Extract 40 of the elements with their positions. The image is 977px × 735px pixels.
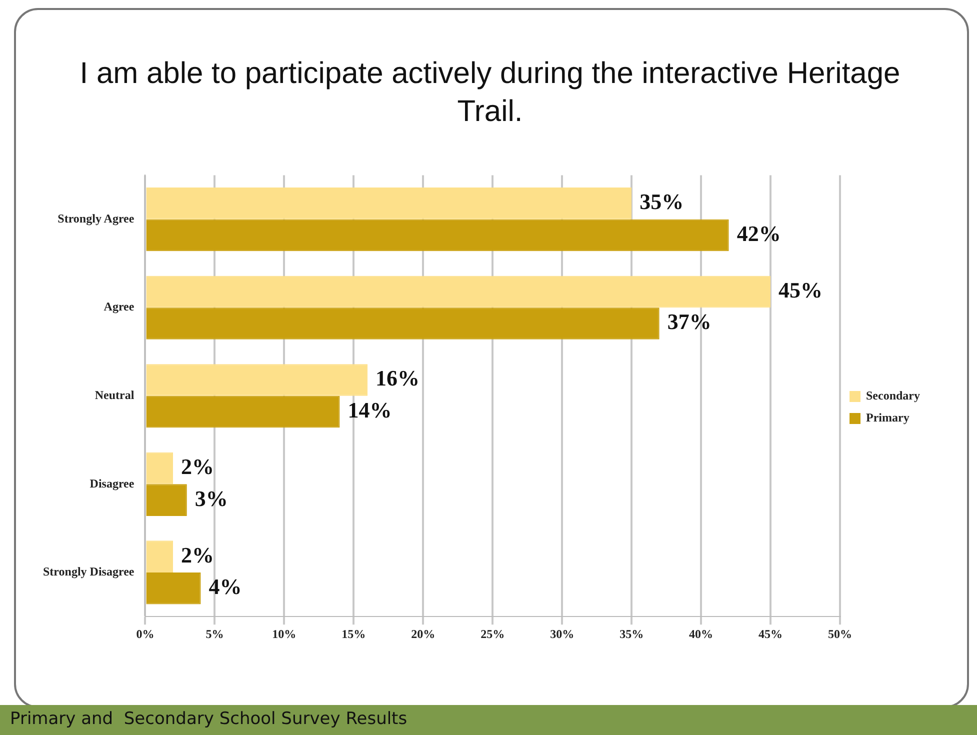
data-label: 2% — [181, 542, 214, 568]
bar — [146, 572, 201, 604]
chart-title: I am able to participate actively during the interactive Heritage Trail. — [78, 56, 902, 130]
bar — [146, 188, 632, 220]
data-label: 2% — [181, 454, 214, 479]
data-label: 45% — [778, 277, 823, 302]
x-tick-label: 15% — [342, 626, 366, 641]
y-tick-label: Agree — [104, 300, 135, 314]
y-tick-label: Strongly Agree — [58, 211, 135, 226]
bar — [146, 540, 174, 572]
x-tick-label: 40% — [689, 626, 714, 641]
x-tick-label: 0% — [136, 626, 154, 641]
y-tick-label: Strongly Disagree — [43, 564, 135, 579]
bar — [146, 308, 660, 340]
x-tick-label: 20% — [411, 626, 436, 641]
y-tick-label: Neutral — [94, 388, 135, 402]
bar — [146, 219, 729, 252]
legend-label: Primary — [866, 410, 910, 425]
data-label: 3% — [194, 486, 228, 511]
bar — [146, 484, 187, 516]
data-label: 14% — [348, 397, 392, 422]
y-tick-label: Disagree — [90, 476, 135, 490]
x-tick-label: 5% — [206, 626, 224, 641]
data-label: 4% — [208, 574, 242, 600]
data-label: 35% — [640, 189, 684, 214]
x-tick-label: 25% — [480, 626, 505, 641]
x-tick-label: 30% — [550, 626, 574, 641]
x-tick-label: 35% — [620, 626, 644, 641]
x-tick-label: 45% — [758, 626, 783, 641]
bar — [146, 396, 340, 428]
x-tick-label: 10% — [272, 626, 296, 641]
bar — [146, 276, 771, 308]
data-label: 42% — [736, 220, 781, 246]
bar — [146, 452, 174, 484]
bar — [146, 364, 368, 396]
x-tick-label: 50% — [828, 626, 852, 641]
data-label: 37% — [667, 309, 712, 334]
legend-label: Secondary — [866, 388, 920, 403]
data-label: 16% — [376, 366, 420, 391]
text: Primary and Secondary School Survey Results — [0, 705, 977, 733]
